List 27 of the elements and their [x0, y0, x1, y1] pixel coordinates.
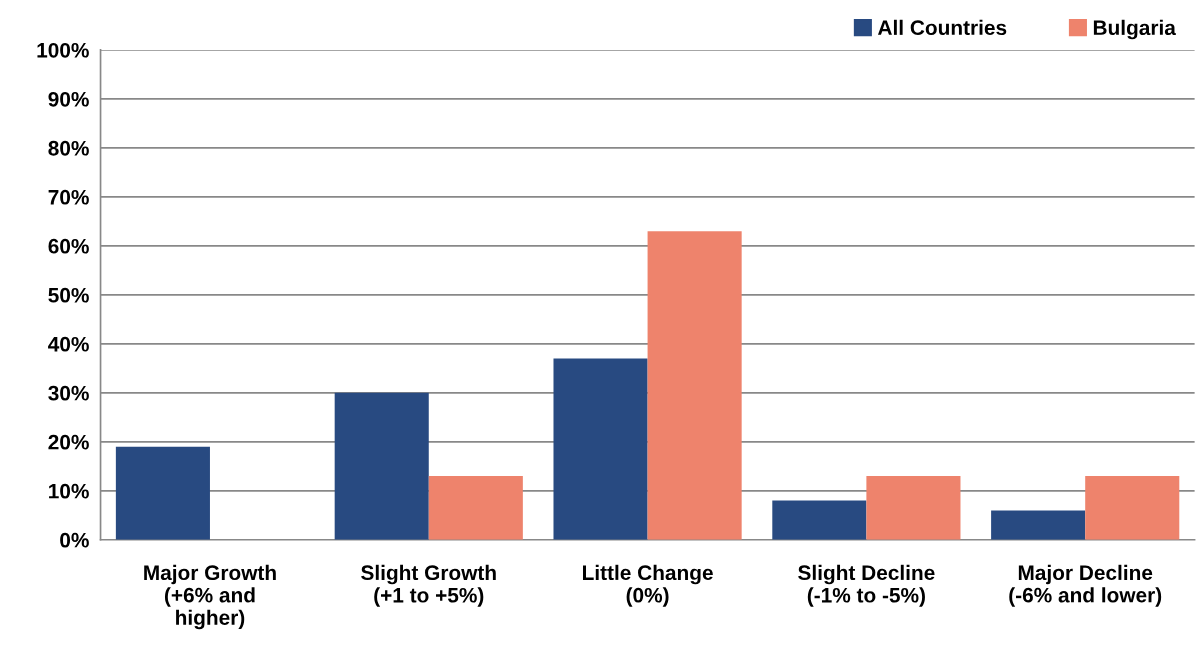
- bar: [553, 358, 648, 540]
- y-tick-label: 90%: [48, 91, 89, 107]
- bar: [428, 476, 523, 540]
- y-tick-label: 80%: [48, 140, 89, 156]
- bar: [647, 231, 742, 540]
- y-tick-label: 30%: [48, 385, 89, 401]
- y-tick-label: 10%: [49, 483, 89, 499]
- y-tick-label: 100%: [37, 42, 89, 58]
- legend-label: Bulgaria: [1093, 19, 1176, 40]
- x-tick-label: Slight Decline (-1% to -5%): [798, 564, 935, 607]
- y-tick-label: 70%: [48, 189, 89, 205]
- legend-label: All Countries: [877, 19, 1007, 36]
- bar: [115, 446, 210, 540]
- x-tick-label: Slight Growth (+1 to +5%): [361, 564, 496, 607]
- bar: [991, 510, 1086, 540]
- y-tick-label: 50%: [48, 287, 89, 303]
- bar: [334, 392, 429, 540]
- bar: [866, 476, 961, 540]
- bar: [1085, 476, 1180, 540]
- y-tick-label: 60%: [48, 238, 89, 254]
- x-tick-label: Little Change (0%): [583, 564, 713, 607]
- y-tick-label: 20%: [48, 434, 89, 450]
- x-tick-label: Major Growth (+6% and higher): [144, 564, 276, 630]
- bar: [772, 500, 867, 540]
- y-tick-label: 0%: [60, 532, 89, 548]
- x-tick-label: Major Decline (-6% and lower): [1009, 564, 1162, 607]
- y-tick-label: 40%: [48, 336, 89, 352]
